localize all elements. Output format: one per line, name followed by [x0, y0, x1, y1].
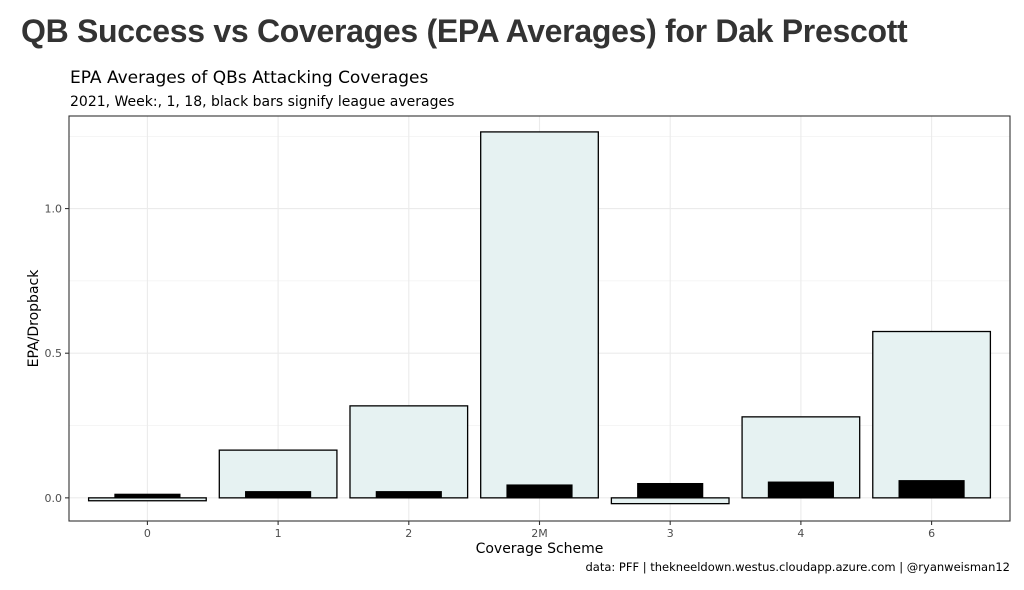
x-tick-label: 4	[797, 527, 804, 540]
league-avg-bar-1	[245, 491, 312, 499]
chart-subtitle: 2021, Week:, 1, 18, black bars signify l…	[70, 94, 454, 110]
y-axis-label: EPA/Dropback	[26, 269, 42, 368]
league-avg-bar-2	[375, 491, 442, 499]
x-tick-label: 0	[144, 527, 151, 540]
x-tick-label: 3	[667, 527, 674, 540]
x-tick-label: 1	[275, 527, 282, 540]
qb-epa-bar-6	[872, 330, 992, 499]
qb-epa-bar-3	[610, 497, 730, 505]
league-avg-bar-3	[637, 482, 704, 499]
bars	[87, 131, 992, 505]
chart-title: EPA Averages of QBs Attacking Coverages	[70, 68, 429, 88]
league-avg-bar-2M	[506, 484, 573, 499]
data-source-caption: data: PFF | thekneeldown.westus.cloudapp…	[585, 560, 1010, 574]
x-tick-label: 6	[928, 527, 935, 540]
x-tick-label: 2M	[531, 527, 548, 540]
y-tick-label: 0.5	[45, 347, 63, 360]
qb-epa-bar-2	[349, 405, 469, 499]
league-avg-bar-6	[898, 480, 965, 499]
y-tick-label: 1.0	[45, 203, 63, 216]
x-axis-label: Coverage Scheme	[476, 541, 604, 557]
y-tick-label: 0.0	[45, 492, 63, 505]
league-avg-bar-0	[114, 493, 181, 499]
qb-epa-bar-1	[218, 449, 338, 499]
axis-ticks: 0.0 0.5 1.0 0 1 2 2M 3 4 6	[45, 203, 936, 540]
page-title: QB Success vs Coverages (EPA Averages) f…	[21, 13, 908, 49]
x-tick-label: 2	[405, 527, 412, 540]
qb-epa-bar-2M	[480, 131, 599, 499]
league-avg-bar-4	[767, 481, 834, 499]
qb-epa-bar-0	[87, 497, 207, 502]
